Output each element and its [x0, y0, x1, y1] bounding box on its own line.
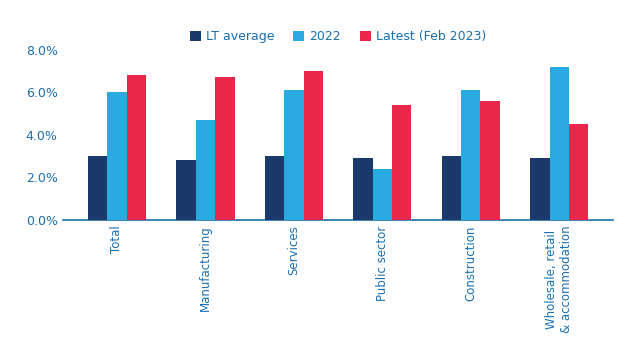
Bar: [481, 101, 500, 220]
Bar: [215, 77, 235, 220]
Bar: [441, 156, 461, 220]
Bar: [569, 124, 588, 220]
Bar: [107, 92, 126, 220]
Bar: [176, 160, 195, 220]
Bar: [304, 71, 323, 220]
Bar: [392, 105, 411, 220]
Bar: [195, 120, 215, 220]
Bar: [550, 67, 569, 220]
Bar: [126, 75, 146, 220]
Bar: [284, 90, 304, 220]
Bar: [353, 158, 372, 220]
Bar: [372, 169, 392, 220]
Bar: [265, 156, 284, 220]
Bar: [530, 158, 550, 220]
Bar: [88, 156, 107, 220]
Bar: [461, 90, 481, 220]
Legend: LT average, 2022, Latest (Feb 2023): LT average, 2022, Latest (Feb 2023): [185, 25, 491, 48]
